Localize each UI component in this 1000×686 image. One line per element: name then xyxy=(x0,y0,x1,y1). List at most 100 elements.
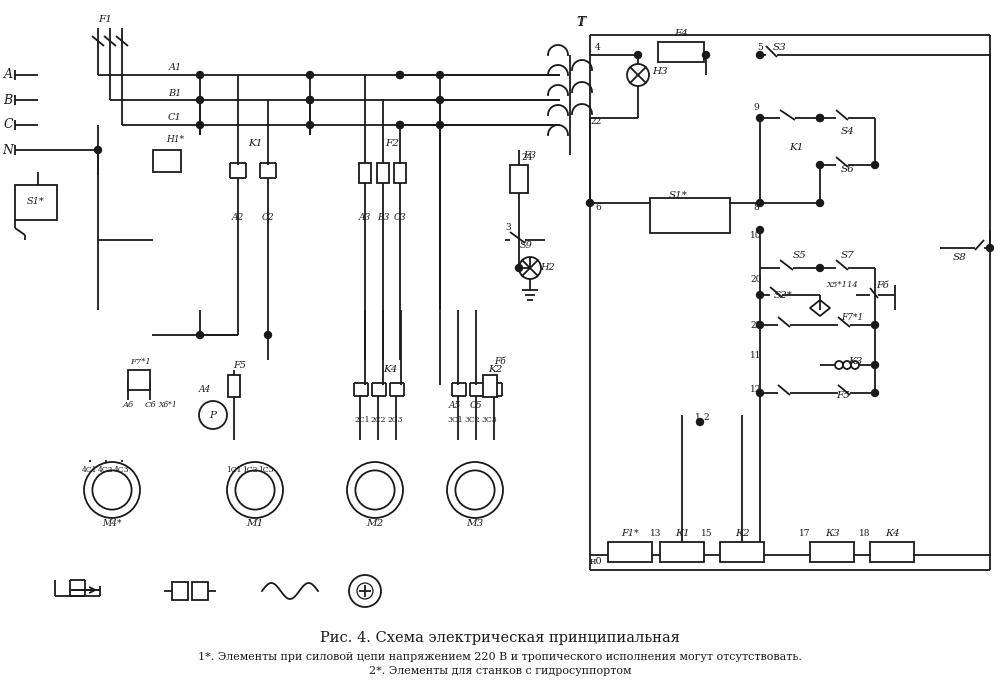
Text: M2: M2 xyxy=(366,519,384,528)
Circle shape xyxy=(196,97,204,104)
Text: Cб: Cб xyxy=(144,401,156,409)
Text: 6: 6 xyxy=(595,202,601,211)
Text: F1: F1 xyxy=(98,16,112,25)
Text: 3C3: 3C3 xyxy=(481,416,497,424)
Bar xyxy=(658,42,704,62)
Text: C2: C2 xyxy=(262,213,274,222)
Circle shape xyxy=(196,121,204,128)
Text: 3C2: 3C2 xyxy=(464,416,480,424)
Circle shape xyxy=(347,462,403,518)
Bar xyxy=(483,375,497,397)
Text: F1*: F1* xyxy=(621,530,639,539)
Text: 15: 15 xyxy=(701,530,713,539)
Circle shape xyxy=(702,51,710,58)
Circle shape xyxy=(872,390,879,397)
Circle shape xyxy=(816,265,824,272)
Bar xyxy=(608,542,652,562)
Text: K3: K3 xyxy=(848,357,862,366)
Text: T: T xyxy=(576,16,584,29)
Circle shape xyxy=(396,121,404,128)
Text: S9: S9 xyxy=(520,241,532,250)
Text: К2: К2 xyxy=(735,530,749,539)
Text: F7*1: F7*1 xyxy=(130,358,150,366)
Text: A3: A3 xyxy=(359,213,371,222)
Bar xyxy=(660,542,704,562)
Text: H3: H3 xyxy=(652,67,668,77)
Circle shape xyxy=(757,200,764,206)
Text: 13: 13 xyxy=(650,530,662,539)
Circle shape xyxy=(816,200,824,206)
Text: F5: F5 xyxy=(234,361,246,370)
Text: K4: K4 xyxy=(383,366,397,375)
Circle shape xyxy=(436,71,444,78)
Circle shape xyxy=(436,97,444,104)
Text: 10: 10 xyxy=(750,230,762,239)
Text: 1C2: 1C2 xyxy=(242,466,258,474)
Bar xyxy=(720,542,764,562)
Circle shape xyxy=(757,390,764,397)
Circle shape xyxy=(757,115,764,121)
Circle shape xyxy=(396,121,404,128)
Text: Fб: Fб xyxy=(877,281,889,289)
Circle shape xyxy=(306,97,314,104)
Text: F4: F4 xyxy=(674,29,688,38)
Text: A2: A2 xyxy=(232,213,244,222)
Text: N: N xyxy=(2,143,14,156)
Circle shape xyxy=(816,161,824,169)
Text: К1: К1 xyxy=(675,530,689,539)
Text: 22: 22 xyxy=(590,117,602,126)
Circle shape xyxy=(872,362,879,368)
Text: S6: S6 xyxy=(841,165,855,174)
Circle shape xyxy=(757,322,764,329)
Circle shape xyxy=(986,244,994,252)
Text: 4C1: 4C1 xyxy=(82,466,98,474)
Text: 2C1: 2C1 xyxy=(354,416,370,424)
Bar xyxy=(153,150,181,172)
Text: 17: 17 xyxy=(799,530,811,539)
Text: 2*. Элементы для станков с гидросуппортом: 2*. Элементы для станков с гидросуппорто… xyxy=(369,666,631,676)
Text: C3: C3 xyxy=(394,213,406,222)
Bar xyxy=(377,163,389,183)
Circle shape xyxy=(516,265,522,272)
Bar xyxy=(228,375,240,397)
Text: 24: 24 xyxy=(521,154,533,163)
Text: S1*: S1* xyxy=(668,191,688,200)
Text: C: C xyxy=(3,119,13,132)
Text: Рис. 4. Схема электрическая принципиальная: Рис. 4. Схема электрическая принципиальн… xyxy=(320,631,680,645)
Text: T: T xyxy=(578,16,586,29)
Circle shape xyxy=(816,115,824,121)
Text: F7*1: F7*1 xyxy=(841,314,863,322)
Text: S4: S4 xyxy=(841,128,855,137)
Circle shape xyxy=(264,331,272,338)
Circle shape xyxy=(306,97,314,104)
Text: F3: F3 xyxy=(524,150,536,160)
Text: 23: 23 xyxy=(750,320,762,329)
Text: 3C1: 3C1 xyxy=(447,416,463,424)
Text: 1C1: 1C1 xyxy=(226,466,242,474)
Circle shape xyxy=(84,462,140,518)
Bar xyxy=(650,198,730,233)
Text: S8: S8 xyxy=(953,254,967,263)
Text: К4: К4 xyxy=(885,530,899,539)
Text: 2C2: 2C2 xyxy=(370,416,386,424)
Circle shape xyxy=(816,115,824,121)
Text: X5*114: X5*114 xyxy=(826,281,858,289)
Text: 4C2: 4C2 xyxy=(98,466,114,474)
Text: P: P xyxy=(210,410,216,420)
Text: H2: H2 xyxy=(541,263,555,272)
Circle shape xyxy=(586,200,594,206)
Bar xyxy=(15,185,57,220)
Text: Xб*1: Xб*1 xyxy=(159,401,177,409)
Bar xyxy=(870,542,914,562)
Circle shape xyxy=(227,462,283,518)
Text: K1: K1 xyxy=(248,139,262,147)
Text: F2: F2 xyxy=(385,139,399,147)
Text: 12: 12 xyxy=(750,386,762,394)
Circle shape xyxy=(396,71,404,78)
Text: F5: F5 xyxy=(836,390,850,399)
Bar xyxy=(510,165,528,193)
Text: B1: B1 xyxy=(168,88,182,97)
Circle shape xyxy=(635,51,642,58)
Text: M3: M3 xyxy=(466,519,484,528)
Circle shape xyxy=(306,71,314,78)
